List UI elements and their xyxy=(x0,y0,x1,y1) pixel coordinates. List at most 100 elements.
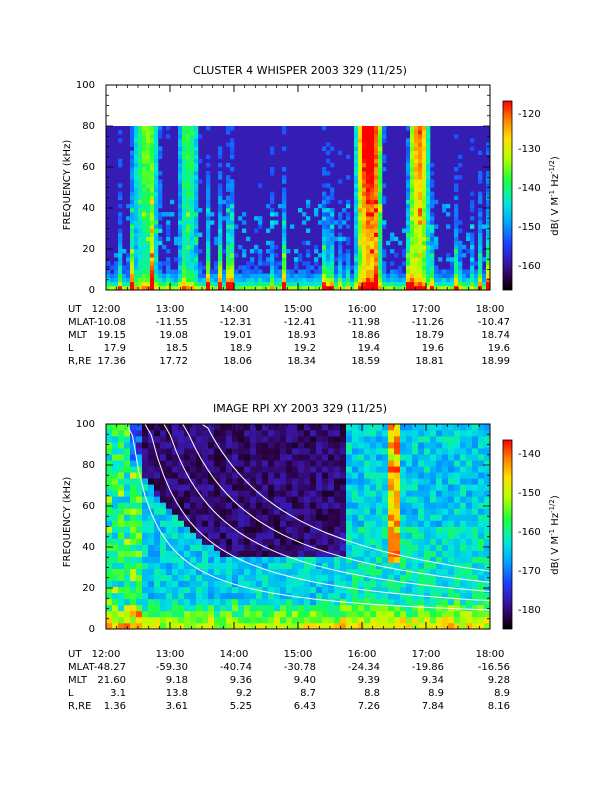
spectrogram-cell xyxy=(378,269,383,274)
spectrogram-cell xyxy=(142,175,147,180)
spectrogram-cell xyxy=(382,544,389,551)
spectrogram-cell xyxy=(460,448,467,455)
spectrogram-cell xyxy=(250,616,257,624)
spectrogram-cell xyxy=(340,580,347,588)
spectrogram-cell xyxy=(436,490,443,497)
spectrogram-cell xyxy=(258,224,263,229)
spectrogram-cell xyxy=(346,604,353,612)
spectrogram-cell xyxy=(370,171,375,176)
spectrogram-cell xyxy=(334,574,341,582)
spectrogram-cell xyxy=(226,436,233,443)
spectrogram-cell xyxy=(158,154,163,160)
spectrogram-cell xyxy=(376,490,383,497)
spectrogram-cell xyxy=(304,502,311,509)
spectrogram-cell xyxy=(112,568,119,576)
spectrogram-cell xyxy=(364,448,371,455)
spectrogram-cell xyxy=(484,514,491,521)
spectrogram-cell xyxy=(470,261,475,266)
spectrogram-cell xyxy=(406,257,411,262)
spectrogram-cell xyxy=(484,436,491,443)
spectrogram-cell xyxy=(394,514,401,521)
spectrogram-cell xyxy=(414,269,419,274)
spectrogram-cell xyxy=(134,134,139,139)
spectrogram-cell xyxy=(410,191,415,196)
colorbar-tick-label: -120 xyxy=(518,109,541,120)
spectrogram-cell xyxy=(196,448,203,455)
spectrogram-cell xyxy=(166,532,173,539)
spectrogram-cell xyxy=(330,253,335,258)
spectrogram-cell xyxy=(194,142,199,147)
spectrogram-cell xyxy=(358,532,365,539)
spectrogram-cell xyxy=(434,281,439,287)
spectrogram-cell xyxy=(118,253,123,258)
spectrogram-cell xyxy=(202,496,209,503)
spectrogram-cell xyxy=(262,454,269,461)
spectrogram-cell xyxy=(472,430,479,437)
spectrogram-cell xyxy=(400,448,407,455)
spectrogram-cell xyxy=(400,550,407,557)
spectrogram-cell xyxy=(154,269,159,274)
spectrogram-cell xyxy=(206,236,211,242)
spectrogram-cell xyxy=(434,244,439,250)
spectrogram-cell xyxy=(130,171,135,176)
spectrogram-cell xyxy=(214,616,221,624)
spectrogram-cell xyxy=(470,146,475,151)
spectrogram-cell xyxy=(358,478,365,485)
spectrogram-cell xyxy=(310,592,317,600)
spectrogram-cell xyxy=(250,598,257,606)
spectrogram-cell xyxy=(190,138,195,143)
spectrogram-cell xyxy=(190,228,195,233)
spectrogram-cell xyxy=(162,281,167,287)
ephemeris-l: 18.9 xyxy=(230,343,252,354)
spectrogram-cell xyxy=(354,126,359,131)
spectrogram-cell xyxy=(486,240,491,246)
spectrogram-cell xyxy=(226,175,231,180)
spectrogram-cell xyxy=(106,598,113,606)
spectrogram-cell xyxy=(424,526,431,533)
spectrogram-cell xyxy=(358,146,363,151)
spectrogram-cell xyxy=(142,261,147,266)
spectrogram-cell xyxy=(412,568,419,576)
spectrogram-cell xyxy=(190,142,195,147)
spectrogram-cell xyxy=(196,484,203,491)
spectrogram-cell xyxy=(366,208,371,213)
spectrogram-cell xyxy=(238,442,245,449)
spectrogram-cell xyxy=(166,562,173,570)
spectrogram-cell xyxy=(422,199,427,205)
spectrogram-cell xyxy=(362,130,367,135)
spectrogram-cell xyxy=(422,162,427,168)
spectrogram-cell xyxy=(330,265,335,270)
spectrogram-cell xyxy=(118,277,123,283)
spectrogram-cell xyxy=(266,277,271,283)
spectrogram-cell xyxy=(366,203,371,209)
spectrogram-cell xyxy=(330,277,335,283)
spectrogram-cell xyxy=(178,126,183,131)
spectrogram-cell xyxy=(340,586,347,594)
ephemeris-mlat: -11.26 xyxy=(412,317,444,328)
spectrogram-cell xyxy=(166,502,173,509)
spectrogram-cell xyxy=(282,216,287,221)
spectrogram-cell xyxy=(262,508,269,515)
spectrogram-cell xyxy=(472,616,479,624)
spectrogram-cell xyxy=(374,228,379,233)
spectrogram-cell xyxy=(196,520,203,527)
spectrogram-cell xyxy=(158,216,163,221)
spectrogram-cell xyxy=(318,220,323,225)
spectrogram-cell xyxy=(388,592,395,600)
spectrogram-cell xyxy=(448,466,455,473)
spectrogram-cell xyxy=(150,187,155,192)
spectrogram-cell xyxy=(472,490,479,497)
spectrogram-cell xyxy=(418,508,425,515)
spectrogram-cell xyxy=(406,273,411,278)
spectrogram-cell xyxy=(406,191,411,196)
spectrogram-cell xyxy=(136,610,143,618)
spectrogram-cell xyxy=(130,478,137,485)
spectrogram-cell xyxy=(238,265,243,270)
spectrogram-cell xyxy=(190,610,197,618)
spectrogram-cell xyxy=(190,220,195,225)
spectrogram-cell xyxy=(196,430,203,437)
spectrogram-cell xyxy=(184,424,191,431)
spectrogram-cell xyxy=(478,466,485,473)
spectrogram-cell xyxy=(202,622,209,630)
spectrogram-cell xyxy=(436,550,443,557)
